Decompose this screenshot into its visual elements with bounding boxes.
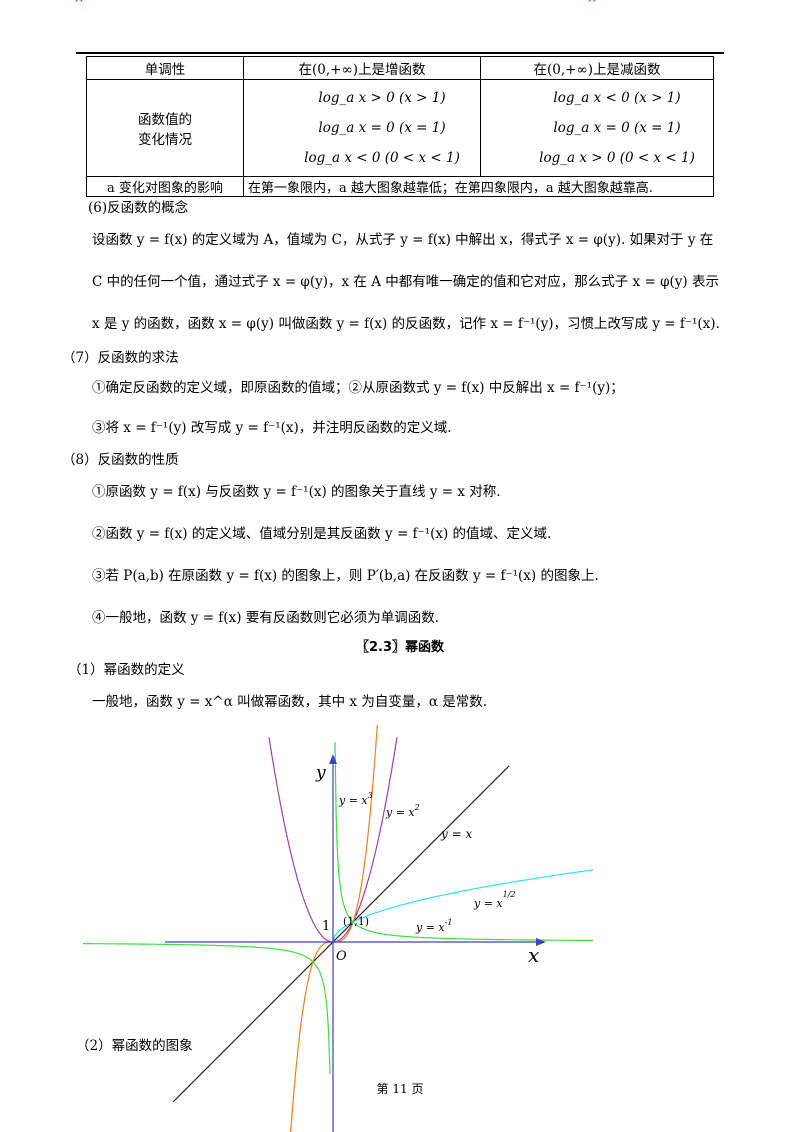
curve-y-equals-inverse-x-positive — [334, 741, 593, 942]
point-label: (1,1) — [343, 915, 369, 928]
x-axis-label: x — [528, 943, 539, 967]
paragraph: 设函数 y = f(x) 的定义域为 A，值域为 C，从式子 y = f(x) … — [92, 232, 714, 248]
section-title: (6)反函数的概念 — [88, 200, 189, 216]
inverse-label: y = x-1 — [415, 918, 452, 934]
section-heading: 〖2.3〗幂函数 — [355, 640, 445, 655]
equation: log_a x = 0 (x = 1) — [318, 120, 446, 136]
section-title: （7）反函数的求法 — [62, 350, 179, 366]
paragraph: ④一般地，函数 y = f(x) 要有反函数则它必须为单调函数. — [92, 610, 440, 626]
paragraph: C 中的任何一个值，通过式子 x = φ(y)，x 在 A 中都有唯一确定的值和… — [92, 274, 719, 290]
table-cell: a 变化对图象的影响 — [86, 176, 244, 197]
curve-y-equals-x — [172, 765, 510, 1103]
table-cell: log_a x < 0 (x > 1) log_a x = 0 (x = 1) … — [480, 79, 714, 177]
equation: log_a x < 0 (x > 1) — [553, 90, 681, 106]
paragraph: ①原函数 y = f(x) 与反函数 y = f⁻¹(x) 的图象关于直线 y … — [92, 484, 501, 500]
power-function-graph: y x O 1 (1,1) y = x3 y = x2 y = x y = x1… — [83, 724, 594, 1132]
section-title: （1）幂函数的定义 — [68, 662, 185, 678]
paragraph: ②函数 y = f(x) 的定义域、值域分别是其反函数 y = f⁻¹(x) 的… — [92, 526, 552, 542]
square-label: y = x2 — [385, 803, 420, 819]
curve-y-equals-sqrt-x — [332, 869, 594, 943]
corner-mark-right: ^ — [587, 0, 598, 10]
cube-label: y = x3 — [338, 791, 373, 807]
top-rule — [76, 52, 724, 54]
row-label: 函数值的 — [138, 112, 192, 128]
equation: log_a x > 0 (0 < x < 1) — [539, 150, 695, 166]
log-properties-table: 单调性 在(0,+∞)上是增函数 在(0,+∞)上是减函数 函数值的 变化情况 … — [86, 56, 714, 197]
curve-y-equals-x-cubed — [290, 724, 378, 1132]
paragraph: ③将 x = f⁻¹(y) 改写成 y = f⁻¹(x)，并注明反函数的定义域. — [92, 420, 452, 436]
paragraph: x 是 y 的函数，函数 x = φ(y) 叫做函数 y = f(x) 的反函数… — [92, 316, 720, 332]
curve-y-equals-inverse-x-negative — [83, 943, 331, 1074]
corner-mark-left: ^ — [74, 0, 85, 10]
unit-label: 1 — [322, 919, 330, 934]
equation: log_a x = 0 (x = 1) — [553, 120, 681, 136]
table-row: 单调性 在(0,+∞)上是增函数 在(0,+∞)上是减函数 — [86, 56, 714, 80]
table-cell: 单调性 — [86, 56, 244, 80]
y-axis-label: y — [315, 763, 326, 783]
x-axis-arrow — [536, 938, 546, 946]
table-cell: 在(0,+∞)上是减函数 — [480, 56, 714, 80]
paragraph: ①确定反函数的定义域，即原函数的值域；②从原函数式 y = f(x) 中反解出 … — [92, 380, 624, 396]
table-cell: 在第一象限内，a 越大图象越靠低；在第四象限内，a 越大图象越靠高. — [243, 176, 714, 197]
section-title: （8）反函数的性质 — [62, 452, 179, 468]
section-title: （2）幂函数的图象 — [76, 1038, 193, 1054]
paragraph: ③若 P(a,b) 在原函数 y = f(x) 的图象上，则 P′(b,a) 在… — [92, 568, 599, 584]
page-number: 第 11 页 — [376, 1082, 424, 1096]
table-cell: 函数值的 变化情况 — [86, 79, 244, 177]
y-axis-arrow — [329, 754, 337, 764]
identity-label: y = x — [440, 827, 472, 841]
equation: log_a x < 0 (0 < x < 1) — [304, 150, 460, 166]
paragraph: 一般地，函数 y = x^α 叫做幂函数，其中 x 为自变量，α 是常数. — [92, 694, 488, 710]
table-row: 函数值的 变化情况 log_a x > 0 (x > 1) log_a x = … — [86, 79, 714, 177]
equation: log_a x > 0 (x > 1) — [318, 90, 446, 106]
origin-label: O — [336, 949, 347, 964]
row-label: 变化情况 — [138, 132, 192, 148]
table-cell: 在(0,+∞)上是增函数 — [243, 56, 481, 80]
table-row: a 变化对图象的影响 在第一象限内，a 越大图象越靠低；在第四象限内，a 越大图… — [86, 176, 714, 197]
sqrt-label: y = x1/2 — [473, 890, 516, 910]
table-cell: log_a x > 0 (x > 1) log_a x = 0 (x = 1) … — [243, 79, 481, 177]
